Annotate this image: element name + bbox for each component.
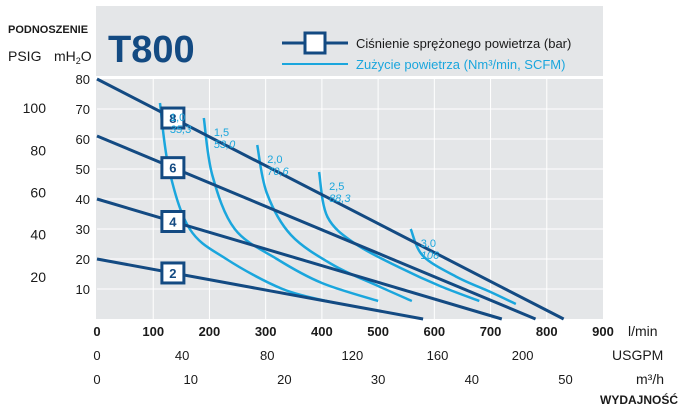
air-label-scfm: 53,0 — [214, 139, 236, 151]
x-tick-lmin: 900 — [592, 324, 614, 339]
y-axis-mh2o-label: mH2O — [54, 48, 92, 66]
x-tick-m3h: 0 — [93, 372, 100, 387]
pressure-marker — [160, 156, 186, 180]
air-label-nm3: 1,0 — [170, 112, 185, 124]
x-tick-lmin: 400 — [311, 324, 333, 339]
air-label-scfm: 88,3 — [329, 193, 351, 205]
y-tick-mh2o: 50 — [76, 162, 90, 177]
x-tick-lmin: 700 — [480, 324, 502, 339]
y-tick-psig: 60 — [30, 184, 46, 200]
x-tick-lmin: 600 — [423, 324, 445, 339]
x-tick-usgpm: 120 — [342, 348, 364, 363]
air-curve — [256, 144, 413, 303]
pressure-marker — [160, 106, 186, 130]
x-unit-m3h: m³/h — [636, 371, 664, 387]
x-tick-m3h: 30 — [371, 372, 385, 387]
x-tick-usgpm: 160 — [427, 348, 449, 363]
legend-air-text: Zużycie powietrza (Nm³/min, SCFM) — [356, 57, 565, 72]
air-label-scfm: 106 — [421, 250, 440, 262]
y-tick-mh2o: 40 — [76, 192, 90, 207]
legend-pressure-marker — [303, 31, 327, 55]
y-tick-psig: 20 — [30, 269, 46, 285]
x-tick-lmin: 500 — [367, 324, 389, 339]
x-axis-title: WYDAJNOŚĆ — [600, 392, 678, 407]
x-unit-usgpm: USGPM — [612, 347, 663, 363]
x-tick-m3h: 40 — [465, 372, 479, 387]
x-tick-lmin: 300 — [255, 324, 277, 339]
x-tick-m3h: 20 — [277, 372, 291, 387]
pressure-lines: 8 6 4 2 — [96, 77, 565, 321]
pressure-label: 6 — [169, 161, 176, 176]
air-label-scfm: 35,3 — [170, 124, 192, 136]
y-tick-mh2o: 60 — [76, 132, 90, 147]
air-label-nm3: 1,5 — [214, 127, 229, 139]
y-tick-mh2o: 80 — [76, 72, 90, 87]
x-tick-usgpm: 200 — [512, 348, 534, 363]
x-tick-lmin: 200 — [199, 324, 221, 339]
air-label-nm3: 2,0 — [267, 154, 282, 166]
y-tick-psig: 40 — [30, 227, 46, 243]
pressure-label: 4 — [169, 215, 177, 230]
x-tick-usgpm: 80 — [260, 348, 274, 363]
header-band — [96, 6, 603, 76]
x-tick-lmin: 100 — [142, 324, 164, 339]
y-tick-mh2o: 20 — [76, 252, 90, 267]
pressure-label: 2 — [169, 266, 176, 281]
x-tick-m3h: 10 — [183, 372, 197, 387]
model-title: T800 — [108, 29, 195, 71]
air-curve — [409, 228, 517, 306]
x-tick-usgpm: 40 — [175, 348, 189, 363]
y-tick-mh2o: 70 — [76, 102, 90, 117]
pressure-marker — [160, 261, 186, 285]
air-label-scfm: 70,6 — [267, 166, 289, 178]
legend: Ciśnienie sprężonego powietrza (bar) Zuż… — [282, 31, 571, 72]
y-axis-title: PODNOSZENIE — [8, 24, 88, 36]
pressure-label: 8 — [169, 111, 176, 126]
y-tick-psig: 100 — [23, 100, 47, 116]
legend-pressure-text: Ciśnienie sprężonego powietrza (bar) — [356, 36, 571, 51]
x-tick-lmin: 800 — [536, 324, 558, 339]
y-tick-psig: 80 — [30, 142, 46, 158]
y-tick-mh2o: 30 — [76, 222, 90, 237]
x-tick-m3h: 50 — [558, 372, 572, 387]
x-tick-lmin: 0 — [93, 324, 100, 339]
y-tick-mh2o: 10 — [76, 282, 90, 297]
air-label-nm3: 3,0 — [421, 238, 436, 250]
x-tick-usgpm: 0 — [93, 348, 100, 363]
x-unit-lmin: l/min — [628, 323, 658, 339]
y-axis-psig-label: PSIG — [8, 48, 41, 64]
pressure-line — [96, 257, 424, 321]
pressure-marker — [160, 210, 186, 233]
y-axis-ticks: 10 20 30 40 50 60 70 80 20 40 60 80 100 — [23, 72, 90, 297]
air-label-nm3: 2,5 — [329, 181, 344, 193]
air-curve — [317, 171, 480, 303]
